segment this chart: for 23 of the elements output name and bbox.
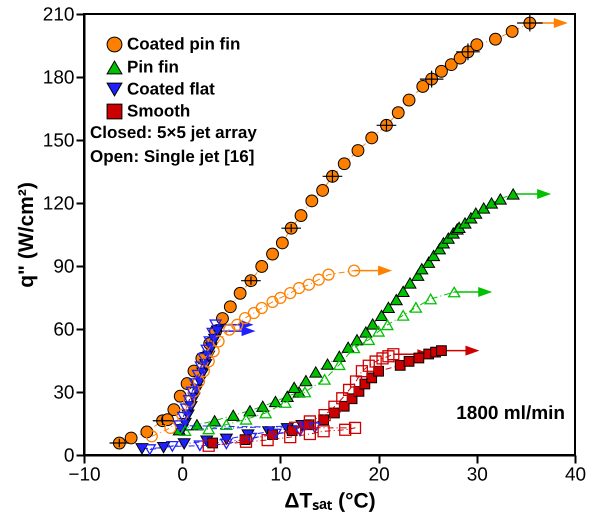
y-tick-label: 150 xyxy=(42,130,74,152)
y-tick-label: 90 xyxy=(53,256,74,278)
y-tick-label: 0 xyxy=(64,446,74,466)
legend-label: Pin fin xyxy=(127,58,179,76)
y-tick-label: 30 xyxy=(53,382,74,404)
annotation: Open: Single jet [16] xyxy=(90,147,254,166)
x-tick-label: 40 xyxy=(564,464,586,486)
annotation: Closed: 5×5 jet array xyxy=(90,123,258,142)
legend-label: Coated flat xyxy=(127,80,216,98)
x-tick-label: 30 xyxy=(466,464,488,486)
x-tick-label: 20 xyxy=(368,464,390,486)
y-tick-label: 60 xyxy=(53,320,74,340)
legend-label: Coated pin fin xyxy=(127,34,240,54)
x-tick-label: −10 xyxy=(68,464,101,486)
x-axis-title: ΔTₛₐₜ (°C) xyxy=(284,490,376,512)
x-tick-label: 0 xyxy=(177,464,188,486)
legend-label: Smooth xyxy=(127,102,190,120)
x-tick-label: 10 xyxy=(270,464,292,486)
y-tick-label: 120 xyxy=(42,194,74,214)
y-tick-label: 210 xyxy=(42,4,74,26)
y-axis-title: q" (W/cm²) xyxy=(14,182,38,288)
annotation: 1800 ml/min xyxy=(456,403,565,424)
y-tick-label: 180 xyxy=(42,68,74,88)
